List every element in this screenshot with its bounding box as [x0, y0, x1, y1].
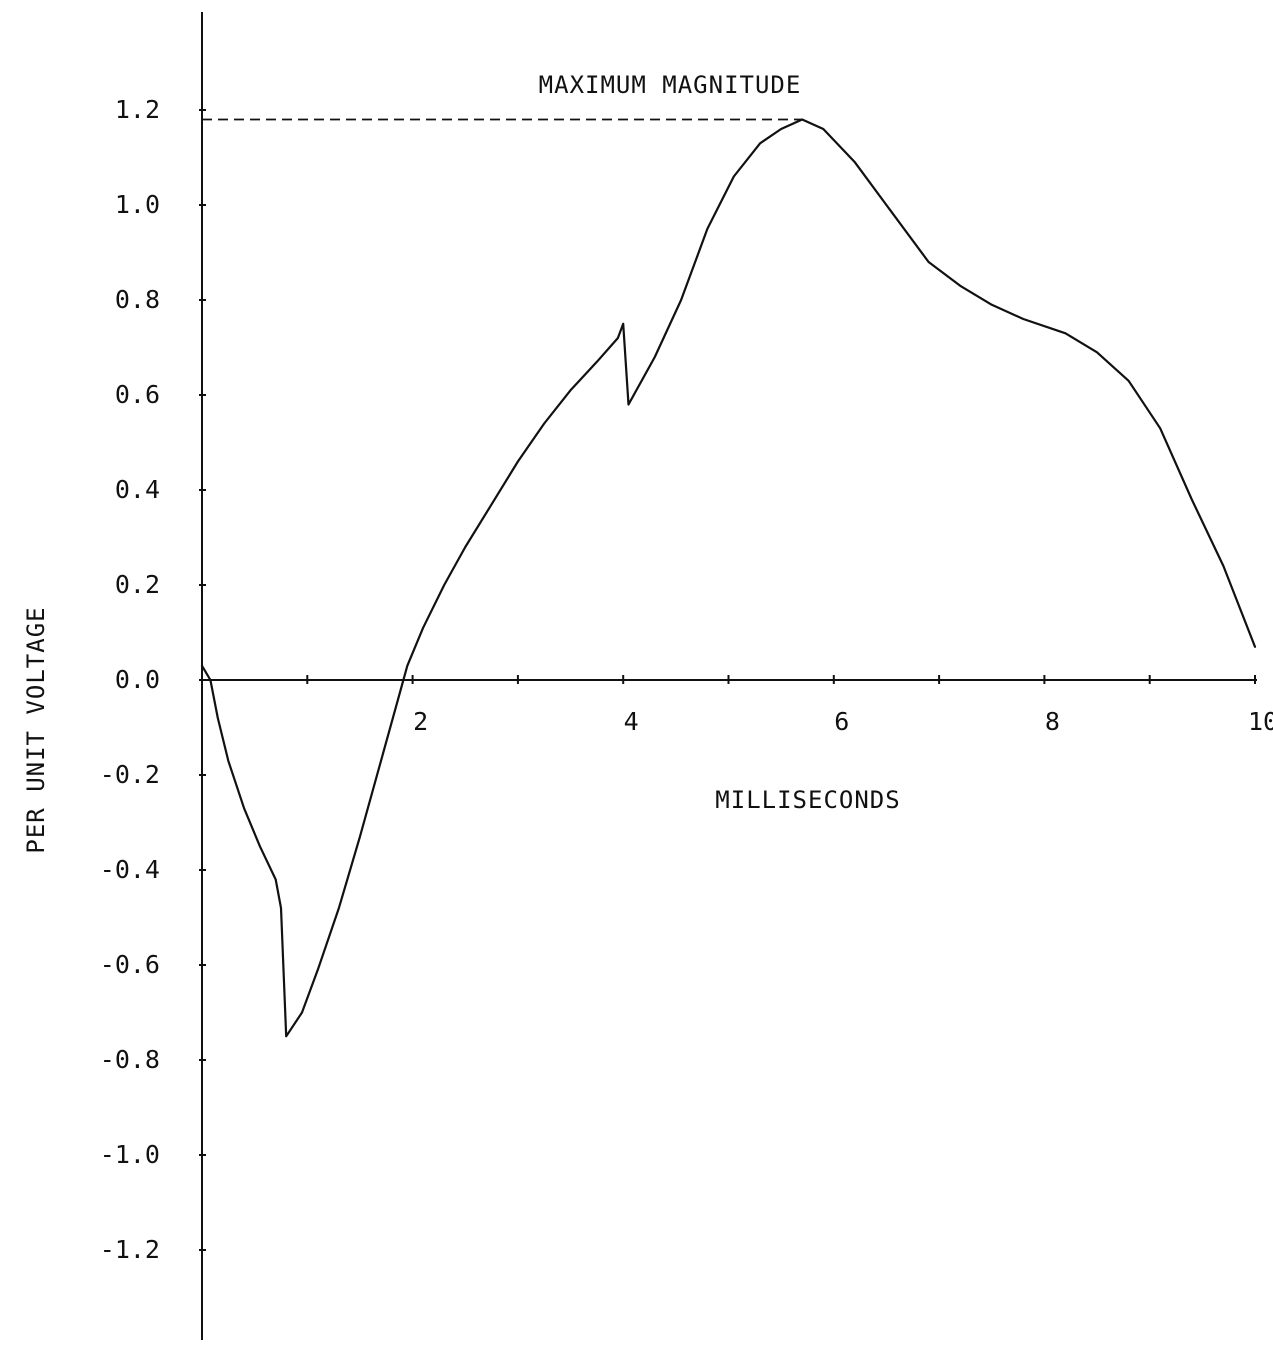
- x-axis-title: MILLISECONDS: [715, 786, 900, 814]
- max-magnitude-label: MAXIMUM MAGNITUDE: [539, 71, 802, 99]
- y-tick-label: -0.4: [100, 855, 160, 884]
- series-group: [200, 118, 1257, 1038]
- y-tick-label: 0.2: [115, 570, 160, 599]
- y-axis-title: PER UNIT VOLTAGE: [22, 606, 50, 853]
- series-line-0: [200, 118, 1257, 1038]
- y-tick-label: 0.0: [115, 665, 160, 694]
- y-tick-label: 0.8: [115, 285, 160, 314]
- x-tick-label: 6: [834, 707, 849, 736]
- y-tick-label: 0.4: [115, 475, 160, 504]
- x-tick-label: 10: [1248, 707, 1273, 736]
- x-tick-label: 4: [624, 707, 639, 736]
- y-tick-label: -0.2: [100, 760, 160, 789]
- y-tick-label: 1.2: [115, 95, 160, 124]
- y-tick-label: 0.6: [115, 380, 160, 409]
- labels-group: 1.2 1.0 0.8 0.6 0.4 0.2 0.0 -0.2 -0.4 -0.6 -0.8 -1.…: [22, 71, 1273, 1264]
- y-tick-label: -1.2: [100, 1235, 160, 1264]
- x-tick-label: 8: [1045, 707, 1060, 736]
- y-tick-label: -1.0: [100, 1140, 160, 1169]
- ticks: [199, 109, 1256, 1251]
- y-tick-label: 1.0: [115, 190, 160, 219]
- x-tick-label: 2: [413, 707, 428, 736]
- y-tick-label: -0.8: [100, 1045, 160, 1074]
- y-tick-label: -0.6: [100, 950, 160, 979]
